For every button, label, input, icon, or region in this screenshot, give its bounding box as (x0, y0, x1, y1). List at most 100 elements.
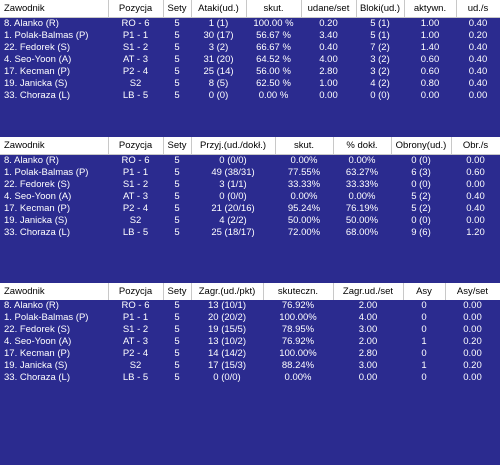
table-row[interactable]: 33. Choraza (L) LB - 5 5 25 (18/17) 72.00% 68… (0, 227, 500, 239)
table-row[interactable]: 8. Alanko (R) RO - 6 5 1 (1) 100.00 % 0.20 5 (… (0, 18, 500, 31)
column-header[interactable]: ud./s (456, 0, 500, 18)
stat-cell: 0.40 (319, 42, 338, 53)
stat-cell: 0.00% (290, 155, 318, 166)
reception-defense-stats-table: Zawodnik Pozycja Sety Przyj.(ud./dokł.) … (0, 137, 500, 239)
stat-cell: 0.00 (319, 90, 338, 101)
column-header[interactable]: Zagr.(ud./pkt) (191, 283, 264, 300)
column-header[interactable]: Zawodnik (0, 0, 109, 18)
table-row[interactable]: 22. Fedorek (S) S1 - 2 5 3 (2) 66.67 % 0.40 7 … (0, 42, 500, 54)
column-header[interactable]: Obrony(ud.) (391, 137, 452, 155)
column-header[interactable]: Asy (403, 283, 446, 300)
stat-cell: 0.00% (348, 155, 376, 166)
stat-cell: 3.00 (358, 324, 378, 335)
column-header[interactable]: skut. (275, 137, 334, 155)
column-header[interactable]: Zagr.ud./set (333, 283, 404, 300)
stat-cell: 0.00 (463, 312, 482, 323)
stat-cell: 1 (421, 336, 427, 347)
stat-cell: 50.00% (345, 215, 379, 226)
stat-cell: 9 (6) (411, 227, 431, 238)
table-row[interactable]: 19. Janicka (S) S2 5 8 (5) 62.50 % 1.00 4 (2) 0… (0, 78, 500, 90)
stat-cell: 2.00 (358, 336, 378, 347)
column-header[interactable]: skuteczn. (263, 283, 334, 300)
player-position: AT - 3 (123, 54, 148, 65)
column-header[interactable]: Ataki(ud.) (191, 0, 247, 18)
stat-cell: 0.40 (466, 203, 485, 214)
player-name: 19. Janicka (S) (4, 360, 68, 371)
table-header-row: Zawodnik Pozycja Sety Ataki(ud.) skut. u… (0, 0, 500, 18)
player-name: 33. Choraza (L) (4, 90, 71, 101)
column-header[interactable]: udane/set (301, 0, 357, 18)
stat-cell: 100.00% (279, 348, 317, 359)
table-row[interactable]: 19. Janicka (S) S2 5 17 (15/3) 88.24% 3.00 1 0.… (0, 360, 500, 372)
table-row[interactable]: 17. Kecman (P) P2 - 4 5 21 (20/16) 95.24% 76.… (0, 203, 500, 215)
column-header[interactable]: Asy/set (445, 283, 500, 300)
player-position: P2 - 4 (122, 66, 149, 77)
stat-cell: 13 (10/2) (207, 336, 247, 347)
table-row[interactable]: 4. Seo-Yoon (A) AT - 3 5 31 (20) 64.52 % 4.00… (0, 54, 500, 66)
table-row[interactable]: 33. Choraza (L) LB - 5 5 0 (0) 0.00 % 0.00 0 (… (0, 90, 500, 102)
table-row[interactable]: 1. Polak-Balmas (P) P1 - 1 5 20 (20/2) 100.0… (0, 312, 500, 324)
column-header[interactable]: Zawodnik (0, 137, 109, 155)
stat-cell: 0 (421, 324, 427, 335)
player-sets: 5 (174, 203, 180, 214)
column-header[interactable]: skut. (246, 0, 302, 18)
stat-cell: 0.20 (463, 336, 482, 347)
column-header[interactable]: Przyj.(ud./dokł.) (191, 137, 276, 155)
stat-cell: 0.00% (284, 372, 312, 383)
column-header[interactable]: % dokł. (333, 137, 392, 155)
player-position: LB - 5 (122, 90, 149, 101)
table-row[interactable]: 8. Alanko (R) RO - 6 5 0 (0/0) 0.00% 0.00% 0 (… (0, 155, 500, 168)
column-header[interactable]: Pozycja (108, 0, 164, 18)
player-sets: 5 (174, 90, 180, 101)
column-header[interactable]: Bloki(ud.) (356, 0, 405, 18)
player-position: S2 (129, 360, 142, 371)
stat-cell: 14 (14/2) (207, 348, 247, 359)
player-position: RO - 6 (121, 300, 150, 311)
table-row[interactable]: 19. Janicka (S) S2 5 4 (2/2) 50.00% 50.00% 0 (… (0, 215, 500, 227)
table-row[interactable]: 33. Choraza (L) LB - 5 5 0 (0/0) 0.00% 0.00 0 0… (0, 372, 500, 384)
stat-cell: 0 (421, 372, 427, 383)
stat-cell: 0.80 (420, 78, 440, 89)
stat-cell: 0.00 (358, 372, 378, 383)
player-position: S2 (129, 215, 142, 226)
stat-cell: 0 (421, 300, 427, 311)
column-header[interactable]: aktywn. (404, 0, 457, 18)
column-header[interactable]: Sety (163, 283, 192, 300)
table-row[interactable]: 22. Fedorek (S) S1 - 2 5 3 (1/1) 33.33% 33.33… (0, 179, 500, 191)
table-row[interactable]: 17. Kecman (P) P2 - 4 5 25 (14) 56.00 % 2.80 3… (0, 66, 500, 78)
stat-cell: 1 (1) (208, 18, 229, 29)
column-header[interactable]: Pozycja (108, 283, 164, 300)
stat-cell: 5 (1) (370, 18, 390, 29)
stat-cell: 62.50 % (256, 78, 291, 89)
stat-cell: 1.20 (466, 227, 485, 238)
stat-cell: 0.00 (466, 215, 485, 226)
player-sets: 5 (174, 191, 180, 202)
player-position: P2 - 4 (122, 203, 149, 214)
stat-cell: 72.00% (287, 227, 321, 238)
stat-cell: 0.00% (348, 191, 376, 202)
player-sets: 5 (174, 227, 180, 238)
stat-cell: 0.40 (468, 66, 488, 77)
table-row[interactable]: 22. Fedorek (S) S1 - 2 5 19 (15/5) 78.95% 3.0… (0, 324, 500, 336)
column-header[interactable]: Obr./s (451, 137, 500, 155)
stat-cell: 0 (0) (370, 90, 390, 101)
table-row[interactable]: 17. Kecman (P) P2 - 4 5 14 (14/2) 100.00% 2.8… (0, 348, 500, 360)
player-sets: 5 (174, 155, 180, 166)
column-header[interactable]: Zawodnik (0, 283, 109, 300)
player-sets: 5 (174, 336, 180, 347)
table-row[interactable]: 8. Alanko (R) RO - 6 5 13 (10/1) 76.92% 2.00 0… (0, 300, 500, 312)
column-header[interactable]: Sety (163, 137, 192, 155)
stat-cell: 3 (1/1) (219, 179, 247, 190)
stat-cell: 49 (38/31) (211, 167, 255, 178)
stat-cell: 3.40 (319, 30, 338, 41)
table-row[interactable]: 4. Seo-Yoon (A) AT - 3 5 13 (10/2) 76.92% 2.0… (0, 336, 500, 348)
player-position: P2 - 4 (122, 348, 149, 359)
player-sets: 5 (174, 18, 180, 29)
column-header[interactable]: Pozycja (108, 137, 164, 155)
table-row[interactable]: 1. Polak-Balmas (P) P1 - 1 5 30 (17) 56.67 %… (0, 30, 500, 42)
column-header[interactable]: Sety (163, 0, 192, 18)
table-row[interactable]: 4. Seo-Yoon (A) AT - 3 5 0 (0/0) 0.00% 0.00% 5… (0, 191, 500, 203)
serve-stats-table: Zawodnik Pozycja Sety Zagr.(ud./pkt) sku… (0, 283, 500, 384)
table-row[interactable]: 1. Polak-Balmas (P) P1 - 1 5 49 (38/31) 77.5… (0, 167, 500, 179)
stat-cell: 2.80 (358, 348, 378, 359)
